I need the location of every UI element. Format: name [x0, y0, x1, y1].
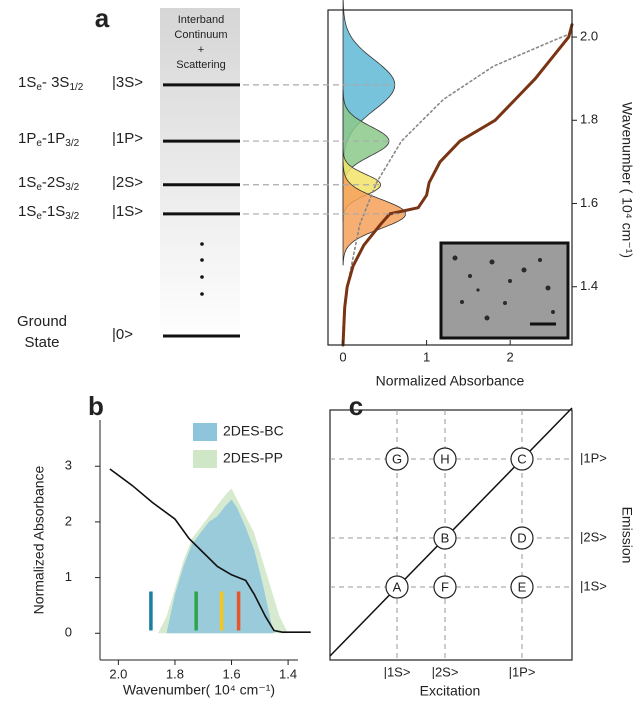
level-label-part: -1P [42, 130, 65, 147]
absorbance-curve [341, 23, 574, 347]
y-tick-label: 1.8 [580, 112, 598, 127]
panel-label: b [88, 391, 104, 421]
node-circle [433, 526, 457, 550]
level-label-part: 1S [18, 174, 36, 191]
level-label-part: 1S [18, 74, 36, 91]
dots [200, 242, 204, 296]
level-label-part: e [36, 211, 42, 222]
panel-label: c [349, 391, 363, 421]
plot-frame [327, 9, 573, 346]
x-axis-label: Excitation [420, 683, 481, 699]
inset-image [439, 241, 570, 340]
level-label-part: e [36, 181, 42, 192]
x-state-label: |1P> [509, 664, 536, 679]
level-label-part: 1/2 [69, 82, 83, 93]
x-tick-label: 1.4 [279, 666, 297, 681]
legend-swatch [193, 450, 217, 468]
node-circle [433, 575, 457, 599]
node-circle [510, 575, 534, 599]
level-label: 1Se-2S3/2 [18, 174, 80, 193]
ground-state: |0> [112, 326, 133, 343]
level-label-part: -1S [42, 203, 65, 220]
y-tick-label: 0 [65, 625, 72, 640]
node-circle [510, 447, 534, 471]
ground-label: Ground [17, 313, 67, 330]
y-state-label: |2S> [580, 529, 607, 544]
continuum-label: Continuum [174, 29, 227, 41]
line [109, 468, 311, 633]
x-tick-label: 1 [423, 349, 430, 364]
ground-label: State [24, 334, 59, 351]
continuum-label: + [198, 44, 204, 56]
y-tick-label: 1.6 [580, 195, 598, 210]
level-label-part: 1S [18, 203, 36, 220]
node-circle [433, 447, 457, 471]
level-label-part: e [36, 138, 42, 149]
x-state-label: |2S> [432, 664, 459, 679]
level-label-part: - 3S [42, 74, 70, 91]
node-label: B [441, 530, 450, 545]
level-label-part: 1P [18, 130, 36, 147]
node-label: G [392, 451, 402, 466]
level-label: 1Se- 3S1/2 [18, 74, 84, 93]
y-tick-label: 3 [65, 458, 72, 473]
y-state-label: |1P> [580, 450, 607, 465]
x-tick-label: 2.0 [109, 666, 127, 681]
area [166, 499, 274, 634]
node-label: C [517, 451, 526, 466]
node-label: A [393, 579, 402, 594]
y-axis-label: Wavenumber ( 10⁴ cm⁻¹) [619, 102, 635, 258]
level-state: |3S> [112, 74, 143, 91]
y-tick-label: 2 [65, 513, 72, 528]
y-state-label: |1S> [580, 578, 607, 593]
level-label: 1Se-1S3/2 [18, 203, 80, 222]
panel-c-frame [329, 409, 573, 661]
y-axis-label: Emission [619, 507, 635, 564]
y-tick-label: 1 [65, 569, 72, 584]
x-axis-label: Normalized Absorbance [376, 373, 525, 389]
node-label: H [440, 451, 449, 466]
level-label-part: 3/2 [65, 138, 79, 149]
x-state-label: |1S> [384, 664, 411, 679]
level-label-part: e [36, 82, 42, 93]
legend-label: 2DES-PP [223, 450, 283, 466]
x-tick-label: 1.6 [222, 666, 240, 681]
level-state: |2S> [112, 174, 143, 191]
continuum-label: Scattering [176, 59, 226, 71]
legend-label: 2DES-BC [223, 423, 284, 439]
continuum-band [160, 8, 240, 345]
y-axis-label: Normalized Absorbance [31, 465, 47, 614]
y-tick-label: 2.0 [580, 28, 598, 43]
panel-label: a [95, 3, 110, 33]
level-state: |1S> [112, 203, 143, 220]
level-label-part: -2S [42, 174, 65, 191]
x-axis-label: Wavenumber( 10⁴ cm⁻¹) [123, 682, 275, 698]
node-circle [385, 447, 409, 471]
level-label-part: 3/2 [65, 181, 79, 192]
level-state: |1P> [112, 130, 143, 147]
node-label: F [441, 579, 449, 594]
node-circle [385, 575, 409, 599]
y-tick-label: 1.4 [580, 278, 598, 293]
x-tick-label: 1.8 [166, 666, 184, 681]
node-label: E [518, 579, 527, 594]
node-circle [510, 526, 534, 550]
x-tick-label: 0 [339, 349, 346, 364]
node-label: D [517, 530, 526, 545]
dotted-curve [342, 32, 573, 330]
x-tick-label: 2 [507, 349, 514, 364]
level-label: 1Pe-1P3/2 [18, 130, 80, 149]
continuum-label: Interband [178, 14, 224, 26]
legend-swatch [193, 423, 217, 441]
level-label-part: 3/2 [65, 211, 79, 222]
